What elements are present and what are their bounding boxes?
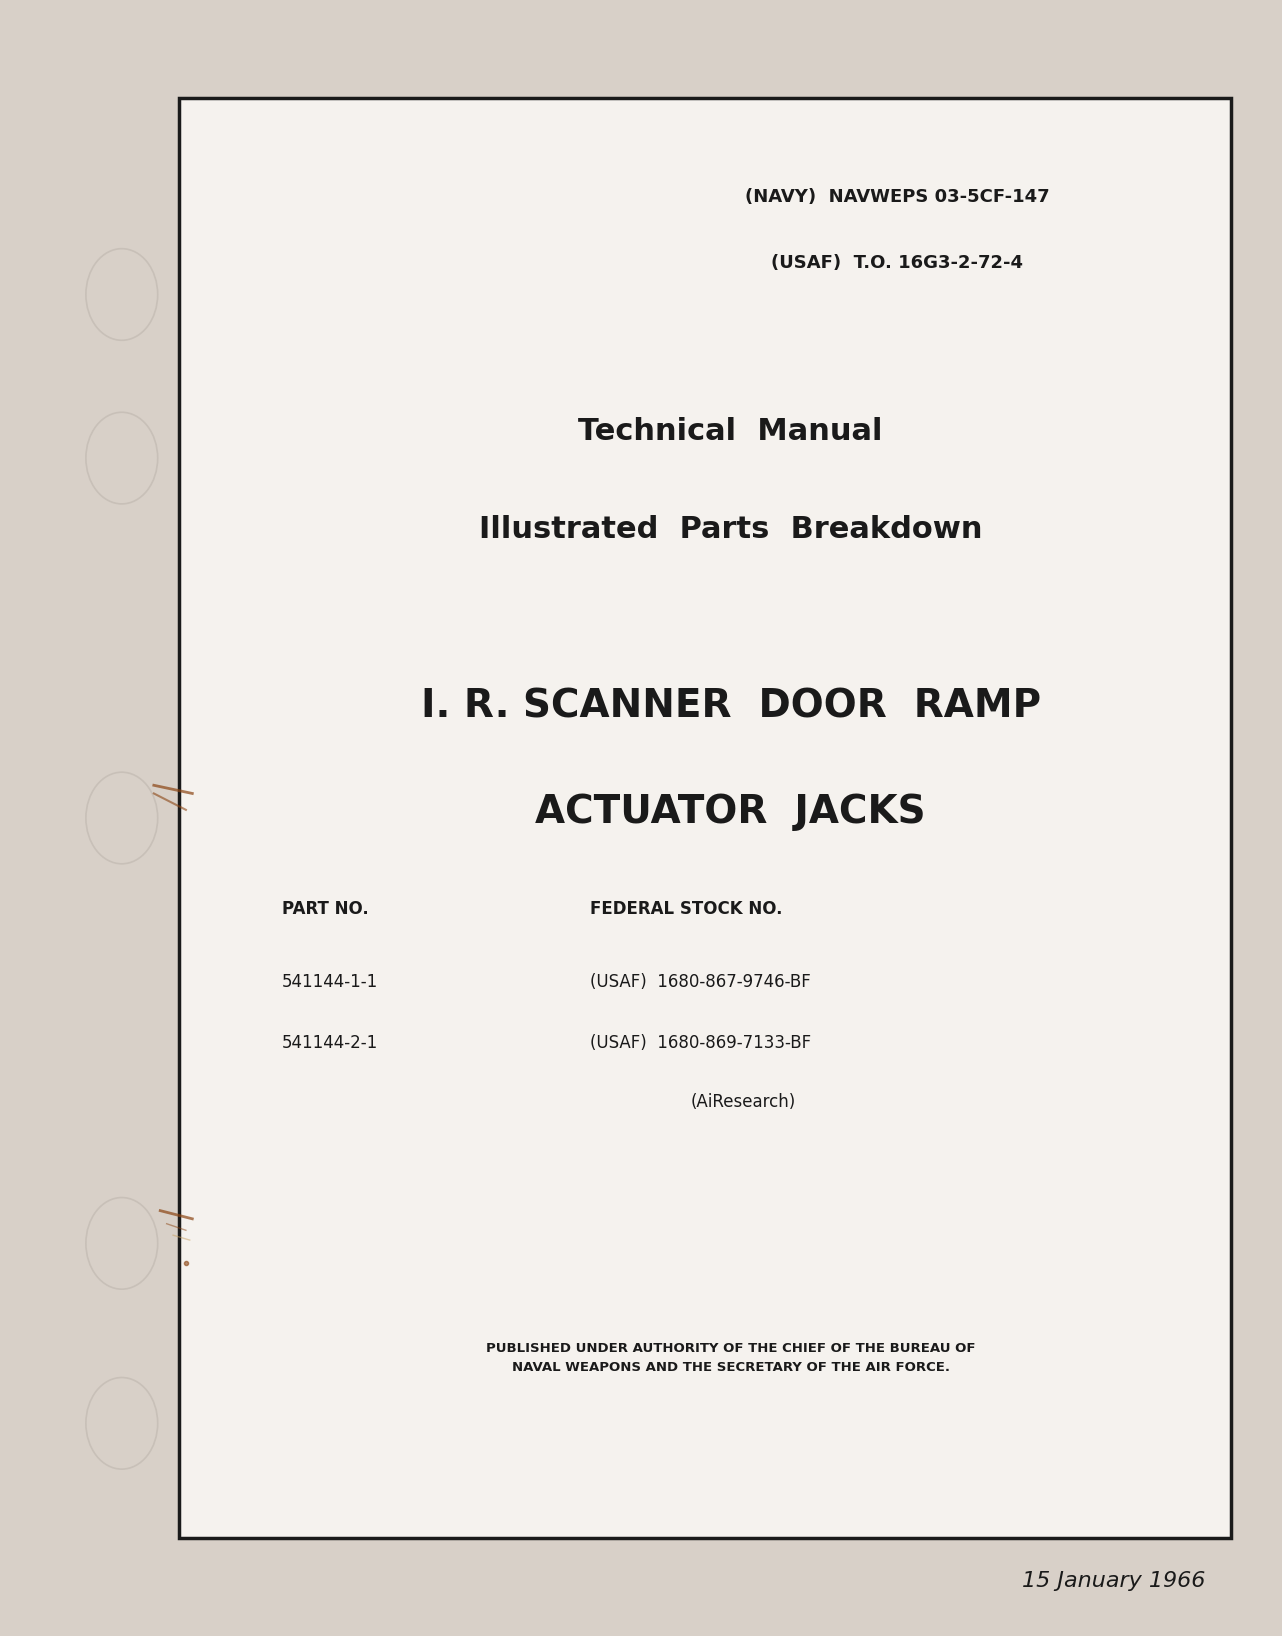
Text: Technical  Manual: Technical Manual [578,417,883,447]
Text: (USAF)  T.O. 16G3-2-72-4: (USAF) T.O. 16G3-2-72-4 [772,254,1023,272]
FancyBboxPatch shape [179,98,1231,1538]
Text: (USAF)  1680-867-9746-BF: (USAF) 1680-867-9746-BF [590,973,810,991]
Text: ACTUATOR  JACKS: ACTUATOR JACKS [536,793,926,831]
Text: 541144-1-1: 541144-1-1 [282,973,378,991]
Circle shape [86,249,158,340]
Text: (AiResearch): (AiResearch) [691,1093,796,1111]
Text: (NAVY)  NAVWEPS 03-5CF-147: (NAVY) NAVWEPS 03-5CF-147 [745,188,1050,206]
Text: PART NO.: PART NO. [282,900,369,918]
Text: Illustrated  Parts  Breakdown: Illustrated Parts Breakdown [479,515,982,545]
Circle shape [86,412,158,504]
Circle shape [86,772,158,864]
Circle shape [86,1198,158,1289]
Text: I. R. SCANNER  DOOR  RAMP: I. R. SCANNER DOOR RAMP [420,687,1041,725]
Text: FEDERAL STOCK NO.: FEDERAL STOCK NO. [590,900,782,918]
Circle shape [86,1378,158,1469]
Text: PUBLISHED UNDER AUTHORITY OF THE CHIEF OF THE BUREAU OF
NAVAL WEAPONS AND THE SE: PUBLISHED UNDER AUTHORITY OF THE CHIEF O… [486,1342,976,1374]
Text: 15 January 1966: 15 January 1966 [1022,1571,1205,1590]
Text: 541144-2-1: 541144-2-1 [282,1034,378,1052]
Text: (USAF)  1680-869-7133-BF: (USAF) 1680-869-7133-BF [590,1034,810,1052]
